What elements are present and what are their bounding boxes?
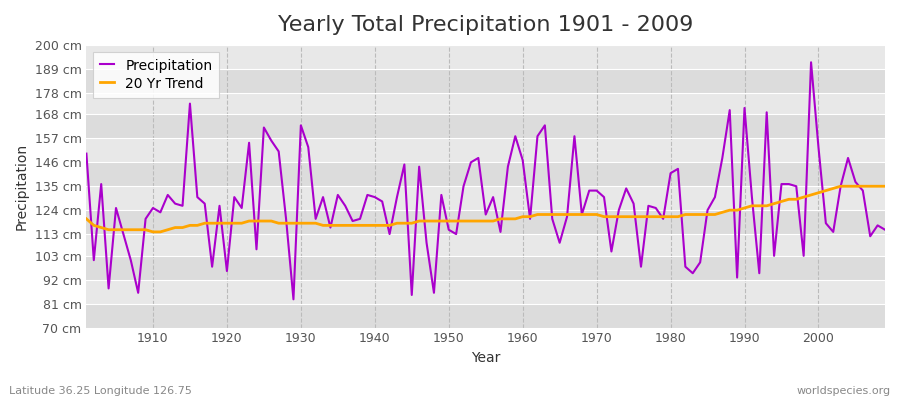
Precipitation [518,158,528,162]
Bar [86,256,885,280]
Bar [86,69,885,93]
Precipitation [806,60,816,65]
Title: Yearly Total Precipitation 1901 - 2009: Yearly Total Precipitation 1901 - 2009 [278,15,693,35]
Precipitation [525,216,535,221]
Bar [86,93,885,114]
20 Yr Trend [310,221,321,226]
20 Yr Trend [614,214,625,219]
Bar [86,162,885,186]
Line: 20 Yr Trend: 20 Yr Trend [86,186,885,232]
Bar [86,45,885,69]
Precipitation [879,227,890,232]
20 Yr Trend [525,214,535,219]
Line: Precipitation: Precipitation [86,62,885,299]
20 Yr Trend [835,184,846,189]
Precipitation [288,297,299,302]
Bar [86,234,885,256]
Bar [86,210,885,234]
Bar [86,138,885,162]
20 Yr Trend [518,214,528,219]
20 Yr Trend [140,227,151,232]
20 Yr Trend [879,184,890,189]
Text: Latitude 36.25 Longitude 126.75: Latitude 36.25 Longitude 126.75 [9,386,192,396]
20 Yr Trend [148,230,158,234]
Precipitation [614,208,625,212]
Text: worldspecies.org: worldspecies.org [796,386,891,396]
Bar [86,280,885,304]
X-axis label: Year: Year [471,351,500,365]
Precipitation [355,216,365,221]
Bar [86,186,885,210]
Precipitation [310,216,321,221]
Legend: Precipitation, 20 Yr Trend: Precipitation, 20 Yr Trend [94,52,220,98]
Bar [86,304,885,328]
Precipitation [81,151,92,156]
Bar [86,114,885,138]
Y-axis label: Precipitation: Precipitation [15,143,29,230]
Precipitation [140,216,151,221]
20 Yr Trend [81,216,92,221]
20 Yr Trend [355,223,365,228]
